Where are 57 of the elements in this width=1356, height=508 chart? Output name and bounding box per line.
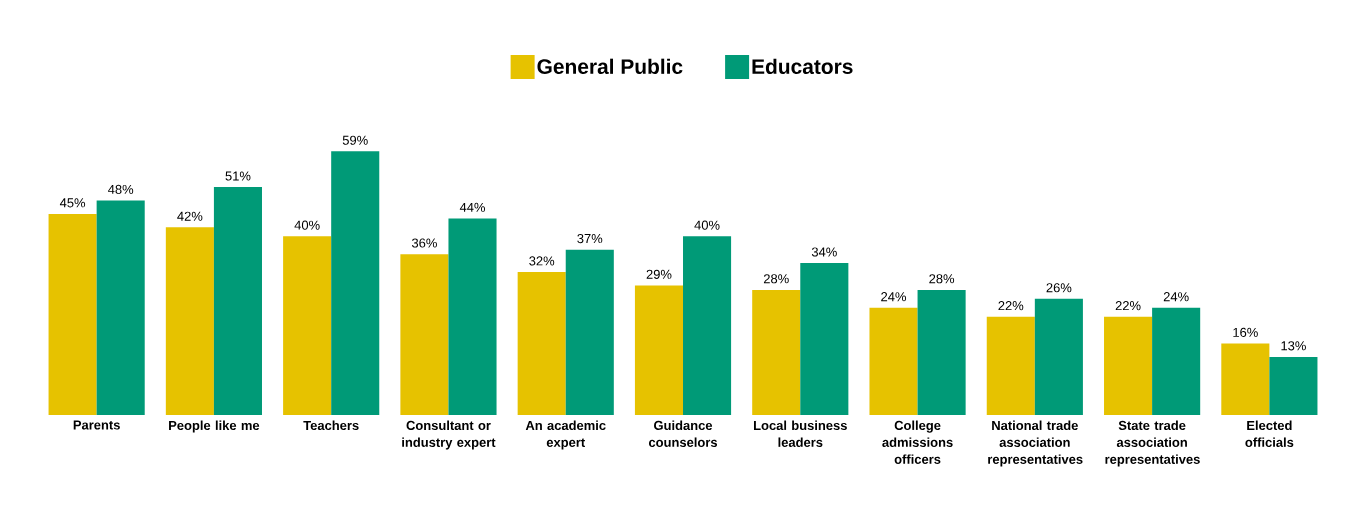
bar (448, 218, 497, 415)
data-label: 36% (411, 238, 437, 248)
x-tick-label: College admissions officers (882, 420, 953, 464)
bar (800, 263, 849, 415)
data-label: 16% (1233, 327, 1258, 337)
data-label: 40% (694, 220, 720, 230)
x-tick-label: Local business leaders (754, 420, 847, 447)
bar (1152, 307, 1201, 415)
data-label: 42% (177, 211, 203, 221)
bar (213, 187, 262, 415)
data-label: 22% (1115, 301, 1141, 311)
data-label: 28% (763, 274, 789, 284)
x-tick-label: Consultant or industry expert (402, 420, 496, 450)
data-label: 24% (881, 292, 907, 302)
data-label: 44% (459, 202, 485, 212)
bar (986, 316, 1035, 415)
data-label: 37% (577, 233, 603, 244)
data-label: 59% (342, 135, 368, 145)
data-label: 22% (998, 301, 1024, 311)
data-label: 13% (1281, 341, 1306, 351)
bar (517, 272, 566, 415)
x-tick-label: An academic expert (525, 420, 606, 450)
data-label: 45% (59, 198, 86, 208)
bar (1221, 343, 1270, 415)
bar (917, 289, 966, 415)
data-label: 48% (108, 184, 134, 194)
bar (400, 254, 449, 415)
legend-label: Educators (752, 58, 853, 75)
data-label: 29% (646, 269, 672, 279)
data-label: 34% (811, 247, 837, 257)
x-tick-label: State trade association representatives (1105, 420, 1200, 467)
bar (96, 200, 145, 415)
bar (1104, 316, 1153, 415)
x-tick-label: Teachers (303, 420, 359, 431)
x-tick-label: National trade association representatives (988, 420, 1083, 467)
bar (1269, 356, 1318, 415)
bar (869, 307, 918, 415)
x-tick-label: Elected officials (1245, 420, 1294, 447)
bar (165, 227, 214, 415)
legend-label: General Public (537, 58, 683, 75)
data-label: 28% (929, 274, 955, 284)
bar (283, 236, 332, 415)
data-label: 51% (225, 171, 251, 181)
bar (48, 213, 97, 415)
data-label: 40% (294, 220, 320, 230)
bar (331, 151, 380, 415)
bar (565, 249, 614, 415)
bar (634, 285, 684, 415)
x-tick-label: Parents (73, 420, 120, 430)
bar (683, 236, 732, 415)
x-tick-label: Guidance counselors (648, 420, 718, 447)
data-label: 26% (1046, 283, 1072, 293)
bar (1034, 298, 1083, 415)
data-label: 32% (529, 256, 555, 266)
bar (752, 289, 801, 415)
x-tick-label: People like me (169, 420, 260, 433)
data-label: 24% (1163, 292, 1189, 302)
